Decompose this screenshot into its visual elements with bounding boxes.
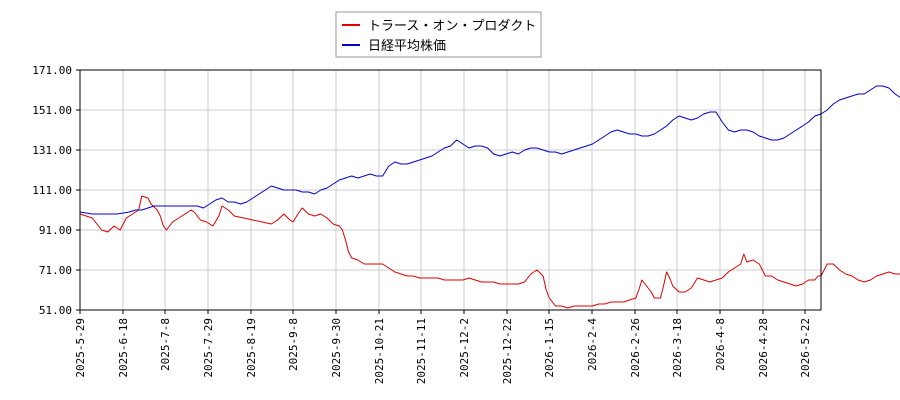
x-tick-label: 2026-2-26 [629,318,642,378]
x-tick-label: 2026-3-18 [671,318,684,378]
x-tick-label: 2026-4-8 [714,318,727,371]
legend-label-series-0: トラース・オン・プロダクト [368,19,536,34]
x-tick-label: 2025-9-30 [330,318,343,378]
x-tick-label: 2026-2-4 [586,318,599,371]
series-line-0 [79,195,900,309]
y-tick-label: 111.00 [32,184,72,197]
x-tick-label: 2026-1-15 [543,318,556,378]
x-tick-label: 2025-8-19 [245,318,258,378]
y-tick-label: 131.00 [32,144,72,157]
legend-label-series-1: 日経平均株価 [368,39,446,54]
x-tick-label: 2025-7-29 [202,318,215,378]
y-tick-label: 51.00 [39,304,72,317]
series-layer [79,85,900,309]
x-axis: 2025-5-29 2025-6-18 2025-7-8 2025-7-29 2025-… [74,310,812,384]
y-tick-label: 171.00 [32,64,72,77]
y-tick-label: 71.00 [39,264,72,277]
y-axis: 51.00 71.00 91.00 111.00 131.00 151.00 171.00 [32,64,80,317]
x-tick-label: 2025-11-11 [415,318,428,384]
x-tick-label: 2026-5-22 [799,318,812,378]
x-tick-label: 2025-12-2 [458,318,471,378]
y-tick-label: 91.00 [39,224,72,237]
legend: トラース・オン・プロダクト 日経平均株価 [335,11,542,58]
x-tick-label: 2025-6-18 [117,318,130,378]
x-tick-label: 2025-9-8 [287,318,300,371]
legend-box [335,11,542,58]
x-tick-label: 2025-10-21 [373,318,386,384]
x-tick-label: 2025-5-29 [74,318,87,378]
series-line-1 [79,85,900,215]
x-tick-label: 2025-7-8 [159,318,172,371]
x-tick-label: 2026-4-28 [757,318,770,378]
x-tick-label: 2025-12-22 [501,318,514,384]
y-tick-label: 151.00 [32,104,72,117]
grid [79,69,821,311]
